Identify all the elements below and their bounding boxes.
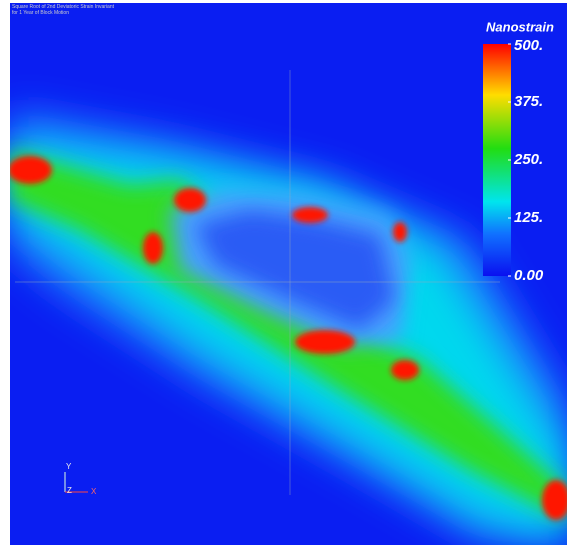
colorbar-tick-label: 375. [514, 93, 543, 110]
visualization: Square Root of 2nd Deviatoric Strain Inv… [0, 0, 569, 548]
colorbar [483, 44, 511, 276]
colorbar-tick-label: 125. [514, 209, 543, 226]
colorbar-tick-label: 250. [513, 151, 543, 168]
axis-label: X [91, 487, 97, 496]
title-line: for 1 Year of Block Motion [12, 10, 69, 16]
axis-label: Z [67, 486, 72, 495]
page: Square Root of 2nd Deviatoric Strain Inv… [0, 0, 569, 548]
colorbar-title: Nanostrain [486, 19, 554, 34]
colorbar-tick-label: 0.00 [514, 267, 544, 284]
colorbar-tick-label: 500. [514, 37, 543, 54]
axis-label: Y [66, 462, 72, 471]
